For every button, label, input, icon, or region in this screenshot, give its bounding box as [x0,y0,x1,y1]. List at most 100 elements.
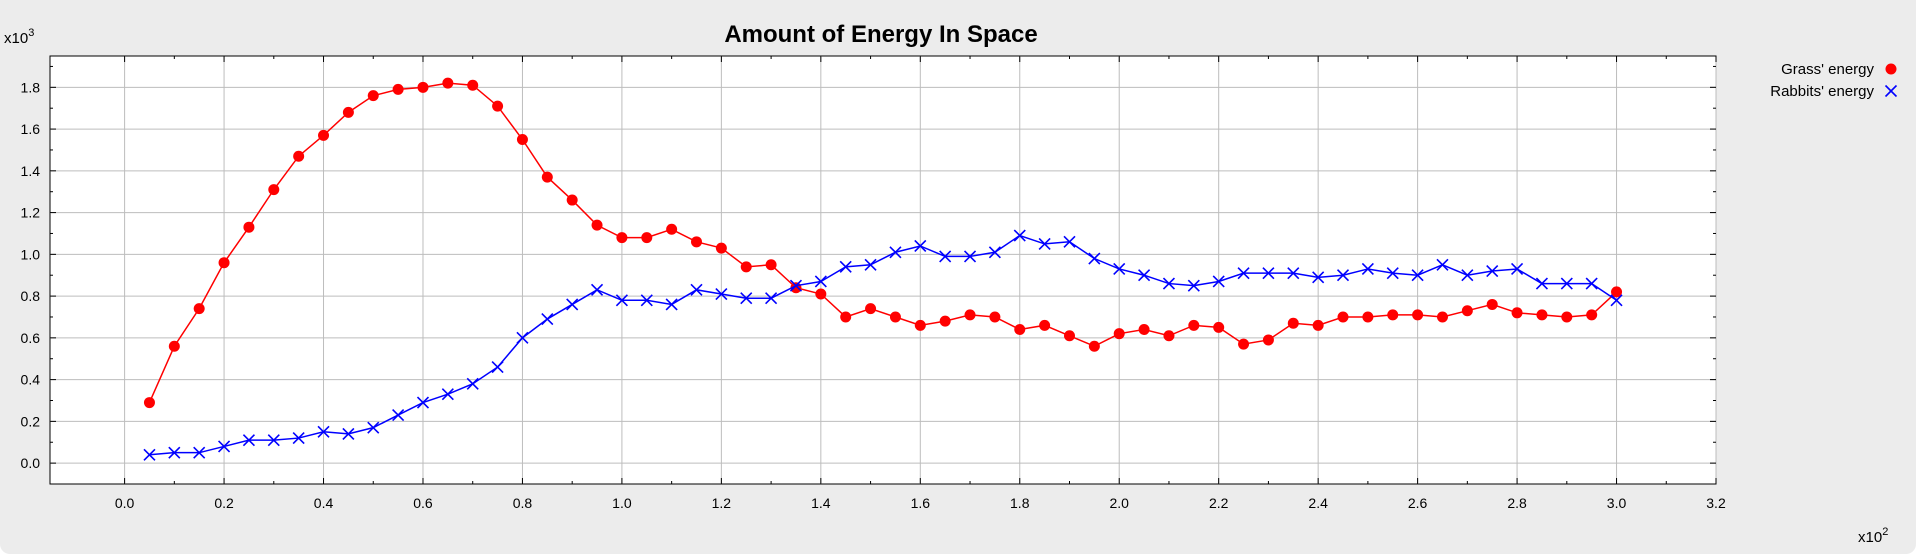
data-point-grass [417,81,429,93]
x-tick-label: 0.6 [413,495,433,511]
x-tick-label: 0.8 [513,495,533,511]
data-point-grass [939,315,951,327]
data-point-rabbits [342,427,355,440]
data-point-rabbits [864,258,877,271]
data-point-rabbits [1063,235,1076,248]
data-point-rabbits [1287,267,1300,280]
data-point-grass [1039,319,1051,331]
data-point-grass [1063,330,1075,342]
x-tick-label: 0.4 [314,495,334,511]
marker-stroke [441,388,454,401]
y-tick-label: 1.8 [21,79,41,95]
data-point-grass [268,184,280,196]
data-point-rabbits [1411,269,1424,282]
data-point-rabbits [1361,262,1374,276]
data-point-rabbits [1237,267,1250,280]
marker-stroke [988,246,1001,259]
marker-stroke [193,446,206,459]
data-point-rabbits [566,298,579,311]
data-point-rabbits [441,388,454,401]
x-tick-label: 1.2 [712,495,732,511]
marker-stroke [640,294,653,307]
x-tick-label: 3.0 [1607,495,1627,511]
marker-stroke [367,421,380,434]
data-point-grass [666,223,678,235]
marker-stroke [814,275,827,288]
y-tick-label: 0.4 [21,372,41,388]
data-point-grass [616,232,628,244]
marker-stroke [789,279,803,292]
data-point-grass [541,171,553,183]
data-point-grass [691,236,703,248]
data-point-rabbits [217,440,231,453]
axis-ticks [50,56,1717,484]
marker-stroke [889,246,902,259]
marker-stroke [242,434,255,447]
data-point-grass [1262,334,1274,346]
legend-marker-grass [1885,63,1897,75]
marker-stroke [1187,279,1200,292]
data-point-grass [1113,328,1125,340]
marker-stroke [168,446,181,459]
marker-stroke [1138,269,1151,282]
marker-stroke [143,448,156,461]
legend-marker-rabbits [1884,84,1898,98]
marker-stroke [342,427,355,440]
marker-stroke [864,258,877,271]
data-point-rabbits [1212,275,1225,288]
data-point-rabbits [690,283,703,296]
legend-label-rabbits: Rabbits' energy [1770,83,1874,100]
marker-stroke [715,287,728,301]
data-point-rabbits [1511,262,1524,276]
data-point-grass [1436,311,1448,323]
marker-stroke [317,425,330,438]
data-point-grass [1287,317,1299,329]
marker-stroke [392,409,405,422]
data-point-grass [1014,324,1026,336]
marker-stroke [590,283,604,296]
data-point-rabbits [1138,269,1151,282]
marker-stroke [1038,237,1051,250]
data-point-grass [566,194,578,206]
data-point-grass [1337,311,1349,323]
data-point-rabbits [292,432,305,445]
data-point-grass [1387,309,1399,321]
x-tick-label: 0.0 [115,495,135,511]
data-point-grass [1611,286,1623,298]
data-point-grass [1362,311,1374,323]
x-tick-label: 3.2 [1706,495,1726,511]
y-tick-label: 0.2 [21,413,41,429]
x-axis-multiplier: x102 [1858,526,1888,546]
marker-stroke [217,440,231,453]
data-point-grass [243,221,255,233]
marker-stroke [566,298,579,311]
marker-stroke [1336,269,1350,282]
marker-stroke [1162,277,1176,290]
data-point-rabbits [640,294,653,307]
marker-stroke [1013,229,1026,242]
chart-title: Amount of Energy In Space [724,21,1037,48]
data-point-rabbits [665,298,678,311]
y-tick-label: 1.2 [21,205,41,221]
data-point-rabbits [367,421,380,434]
marker-stroke [1287,267,1300,280]
data-point-grass [392,83,404,95]
data-point-grass [1163,330,1175,342]
x-tick-label: 0.2 [214,495,234,511]
marker-stroke [1411,269,1424,282]
marker-stroke [1560,277,1573,290]
y-tick-label: 0.8 [21,288,41,304]
data-point-rabbits [1610,294,1623,307]
data-point-rabbits [1113,262,1126,276]
marker-stroke [1088,252,1101,265]
data-point-rabbits [1336,269,1350,282]
x-tick-labels: 0.0 0.2 0.4 0.6 0.8 1.0 1.2 1.4 1.6 1.8 2.0 2.2 2.4 2… [115,495,1726,511]
grid-lines [50,56,1717,484]
data-point-rabbits [988,246,1001,259]
marker-stroke [1486,264,1499,278]
data-point-grass [1213,321,1225,333]
data-point-rabbits [1560,277,1573,290]
data-point-grass [740,261,752,273]
data-point-rabbits [814,275,827,288]
data-point-rabbits [242,434,255,447]
